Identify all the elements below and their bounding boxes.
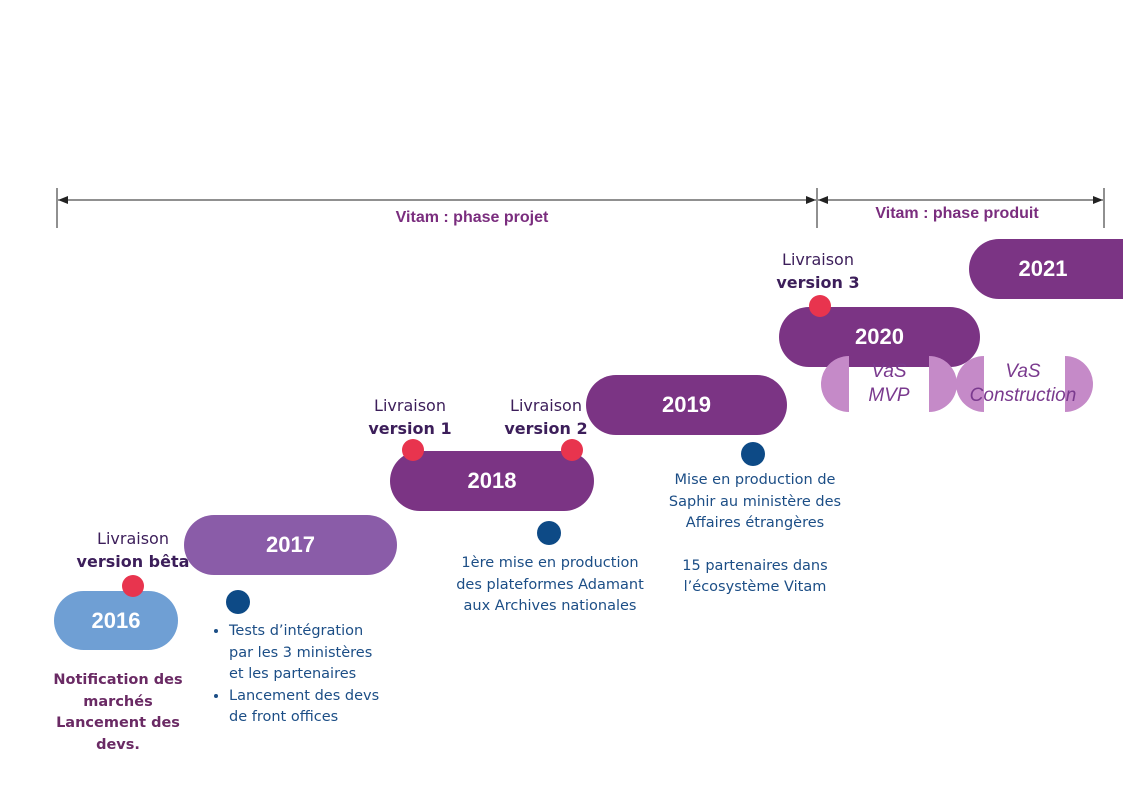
year-2021-label: 2021 bbox=[1018, 256, 1068, 281]
delivery-v3-line1: Livraison bbox=[782, 250, 854, 269]
note-2019: Mise en production de Saphir au ministèr… bbox=[650, 470, 860, 599]
delivery-v2-label: Livraison version 2 bbox=[492, 394, 600, 440]
vas-construction-line1: VaS bbox=[1005, 361, 1041, 382]
milestone-2019-dot bbox=[741, 442, 765, 466]
vas-mvp-line2: MVP bbox=[868, 385, 910, 406]
year-2018-label: 2018 bbox=[467, 468, 517, 493]
note-2016: Notification des marchés Lancement des d… bbox=[46, 670, 190, 756]
note-2017-item-2-line2: de front offices bbox=[229, 709, 339, 725]
note-2016-line2: marchés bbox=[83, 693, 153, 710]
project-phase-arrowhead-left bbox=[58, 196, 68, 204]
note-2019-line4: 15 partenaires dans bbox=[682, 557, 828, 574]
year-2016-pill: 2016 bbox=[54, 591, 178, 650]
year-2019-pill: 2019 bbox=[586, 375, 787, 435]
note-2019-line2: Saphir au ministère des bbox=[668, 493, 842, 510]
note-2018: 1ère mise en production des plateformes … bbox=[440, 553, 660, 618]
phase-timeline-arrows bbox=[56, 188, 1105, 228]
year-2020-label: 2020 bbox=[855, 324, 904, 349]
milestone-2017-dot bbox=[226, 590, 250, 614]
note-2019-line5: l’écosystème Vitam bbox=[683, 579, 827, 595]
note-2017-item-1-line2: par les 3 ministères bbox=[229, 644, 373, 661]
delivery-v1-line1: Livraison bbox=[374, 396, 446, 415]
note-2018-line3: aux Archives nationales bbox=[463, 598, 637, 614]
note-2017-item-1: Tests d’intégration par les 3 ministères… bbox=[229, 621, 414, 686]
project-phase-arrowhead-right bbox=[806, 196, 816, 204]
note-2017-item-1-line1: Tests d’intégration bbox=[229, 623, 364, 639]
delivery-v1-dot bbox=[402, 439, 424, 461]
note-2017: Tests d’intégration par les 3 ministères… bbox=[204, 621, 414, 729]
delivery-v3-line2: version 3 bbox=[776, 273, 860, 292]
note-2016-line4: devs. bbox=[96, 736, 140, 753]
year-2017-label: 2017 bbox=[266, 532, 315, 557]
note-2016-line3: Lancement des bbox=[56, 715, 180, 731]
delivery-v3-label: Livraison version 3 bbox=[764, 248, 872, 294]
year-2021-pill: 2021 bbox=[969, 239, 1123, 299]
delivery-v1-label: Livraison version 1 bbox=[356, 394, 464, 440]
delivery-beta-line1: Livraison bbox=[97, 529, 169, 548]
delivery-v2-dot bbox=[561, 439, 583, 461]
note-2018-line1: 1ère mise en production bbox=[461, 555, 639, 571]
product-phase-arrowhead-left bbox=[818, 196, 828, 204]
delivery-beta-line2: version bêta bbox=[76, 552, 190, 571]
delivery-v2-line2: version 2 bbox=[504, 419, 588, 438]
year-2020-pill: 2020 bbox=[779, 307, 980, 367]
note-2016-line1: Notification des bbox=[53, 672, 183, 688]
year-2016-label: 2016 bbox=[91, 607, 141, 633]
product-phase-arrowhead-right bbox=[1093, 196, 1103, 204]
note-2019-line3: Affaires étrangères bbox=[685, 515, 825, 531]
year-2018-pill: 2018 bbox=[390, 451, 594, 511]
vas-construction-label: VaS Construction bbox=[962, 360, 1084, 408]
delivery-v3-dot bbox=[809, 295, 831, 317]
note-2018-line2: des plateformes Adamant bbox=[456, 576, 644, 593]
year-2017-pill: 2017 bbox=[184, 515, 397, 575]
milestone-2018-dot bbox=[537, 521, 561, 545]
product-phase-label: Vitam : phase produit bbox=[875, 205, 1039, 222]
vas-mvp-line1: VaS bbox=[871, 361, 907, 382]
delivery-v2-line1: Livraison bbox=[510, 396, 582, 415]
delivery-beta-label: Livraison version bêta bbox=[70, 527, 196, 573]
year-2019-label: 2019 bbox=[662, 392, 711, 417]
note-2017-item-2: Lancement des devs de front offices bbox=[229, 686, 414, 729]
vas-construction-line2: Construction bbox=[969, 385, 1077, 406]
vas-mvp-label: VaS MVP bbox=[849, 360, 929, 408]
project-phase-label: Vitam : phase projet bbox=[395, 209, 549, 226]
note-2017-list: Tests d’intégration par les 3 ministères… bbox=[204, 621, 414, 729]
delivery-v1-line2: version 1 bbox=[368, 419, 452, 438]
note-2019-line1: Mise en production de bbox=[674, 472, 836, 488]
delivery-beta-dot bbox=[122, 575, 144, 597]
note-2017-item-1-line3: et les partenaires bbox=[229, 666, 357, 682]
note-2017-item-2-line1: Lancement des devs bbox=[229, 687, 380, 704]
